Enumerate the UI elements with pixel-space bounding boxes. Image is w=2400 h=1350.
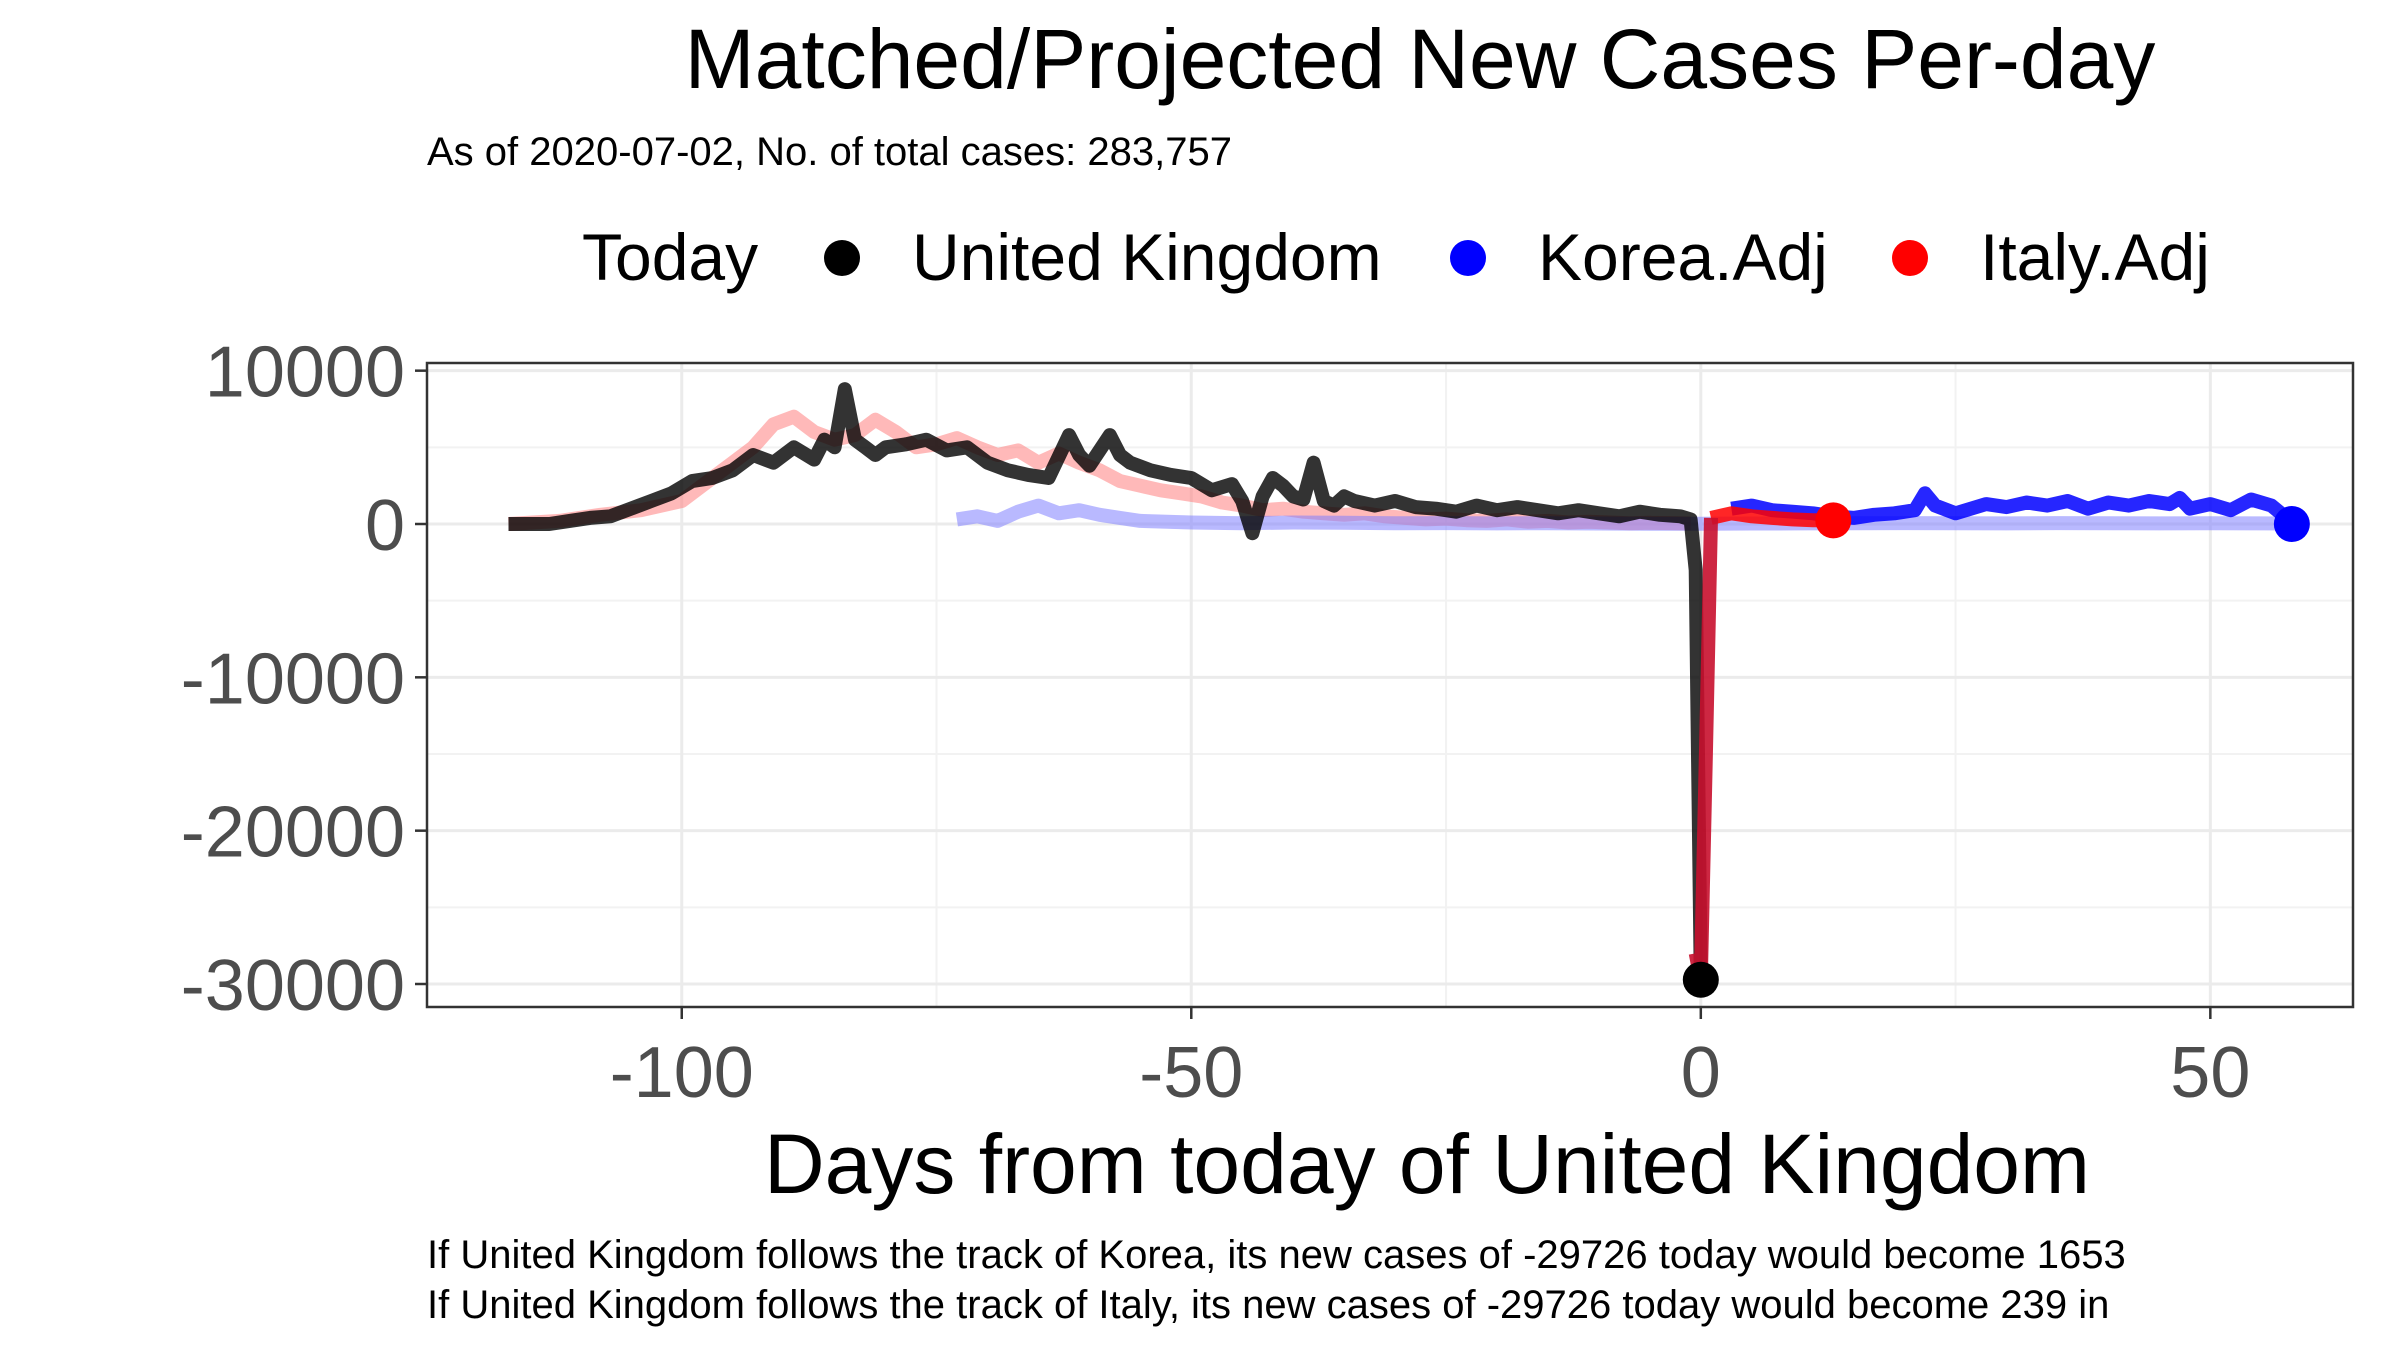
caption-korea: If United Kingdom follows the track of K… bbox=[427, 1233, 2126, 1277]
axes: 10000 0 -10000 -20000 -30000 -100 -50 0 50 bbox=[181, 333, 2355, 1113]
legend-label-italy-adj: Italy.Adj bbox=[1980, 220, 2210, 294]
plot-border bbox=[425, 361, 2355, 1009]
y-tick-label: 10000 bbox=[205, 333, 405, 413]
y-tick-label: -30000 bbox=[181, 946, 405, 1026]
y-tick-label: -20000 bbox=[181, 793, 405, 873]
caption-italy: If United Kingdom follows the track of I… bbox=[427, 1283, 2109, 1327]
today-marker-1 bbox=[2273, 506, 2310, 542]
x-tick-label: 0 bbox=[1681, 1033, 1721, 1113]
series-line-2 bbox=[1709, 506, 1834, 528]
x-tick-label: 50 bbox=[2170, 1033, 2250, 1113]
x-tick-label: -50 bbox=[1139, 1033, 1243, 1113]
chart-subtitle: As of 2020-07-02, No. of total cases: 28… bbox=[427, 130, 1232, 174]
today-markers bbox=[1682, 502, 2310, 998]
plot-background bbox=[427, 363, 2353, 1007]
chart-title: Matched/Projected New Cases Per-day bbox=[685, 12, 2156, 106]
x-tick-label: -100 bbox=[610, 1033, 754, 1113]
legend-label-korea-adj: Korea.Adj bbox=[1538, 220, 1828, 294]
x-axis-title: Days from today of United Kingdom bbox=[764, 1117, 2090, 1211]
today-marker-2 bbox=[1815, 502, 1852, 539]
series-line-0 bbox=[508, 382, 1708, 980]
legend-title: Today bbox=[582, 220, 758, 294]
legend-marker-united-kingdom bbox=[824, 240, 860, 276]
plot-panel bbox=[427, 363, 2353, 1007]
legend-marker-italy-adj bbox=[1892, 240, 1928, 276]
series-line-5 bbox=[955, 498, 2292, 531]
y-tick-label: -10000 bbox=[181, 639, 405, 719]
today-marker-0 bbox=[1682, 961, 1719, 998]
legend: Today United Kingdom Korea.Adj Italy.Adj bbox=[582, 220, 2210, 294]
legend-marker-korea-adj bbox=[1450, 240, 1486, 276]
legend-label-united-kingdom: United Kingdom bbox=[912, 220, 1382, 294]
y-tick-label: 0 bbox=[365, 486, 405, 566]
